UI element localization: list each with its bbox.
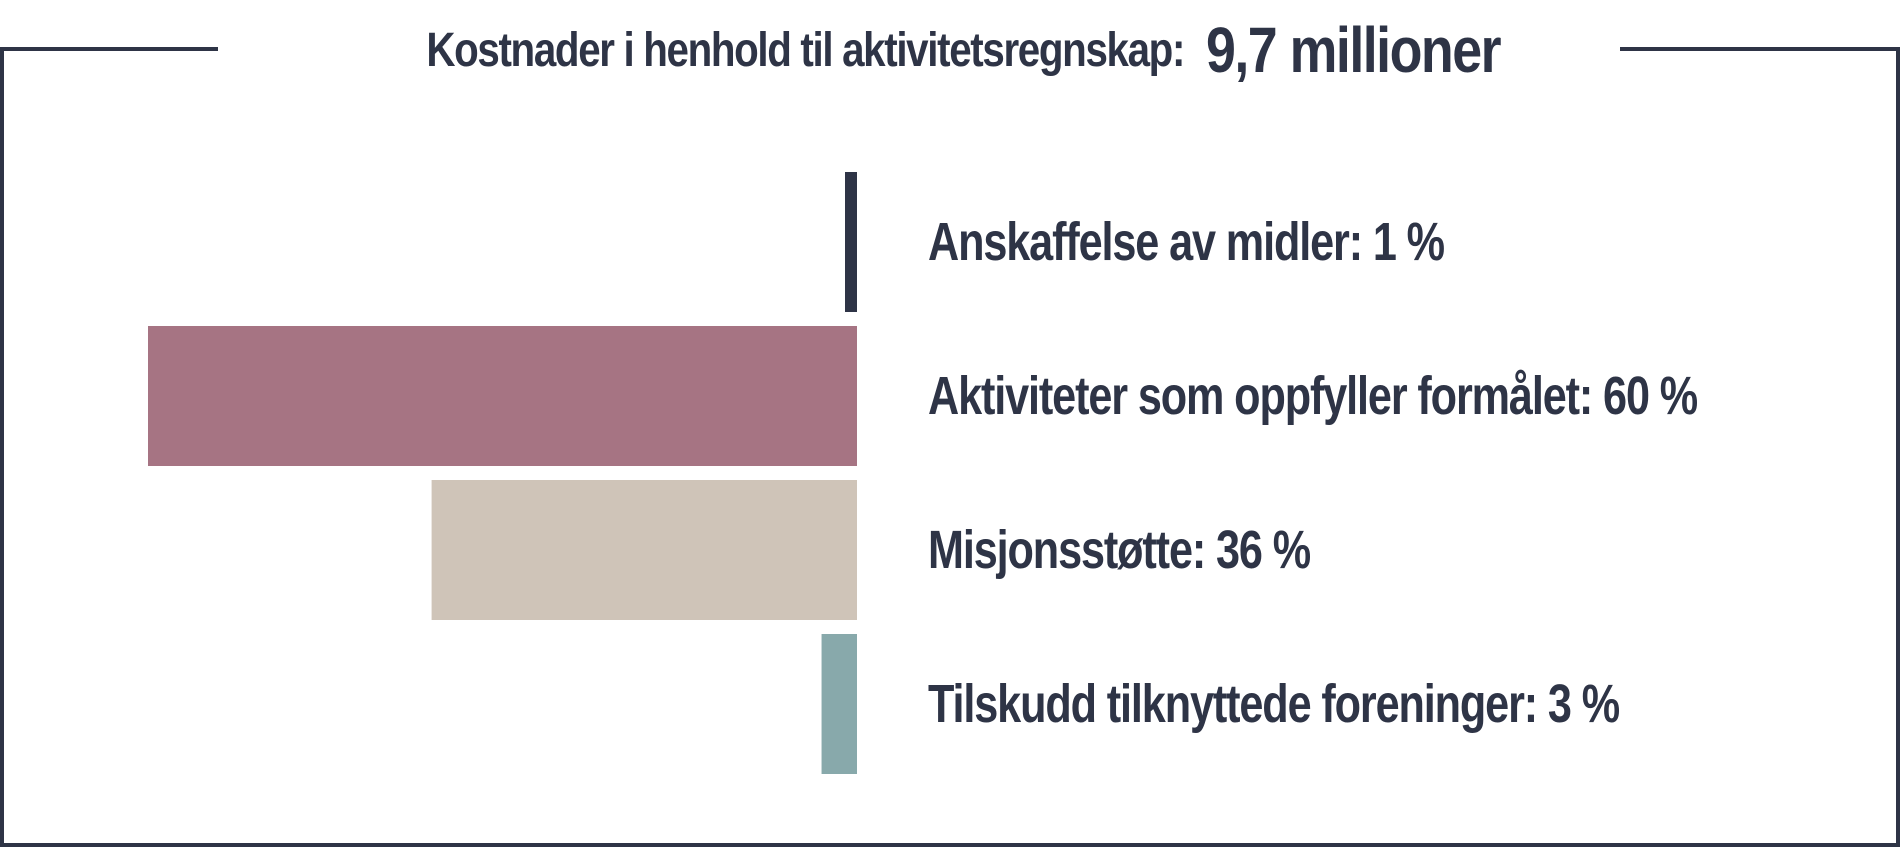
label-separator: : <box>1348 212 1373 272</box>
bar-value-label: 3 % <box>1547 674 1620 734</box>
bar-label-3: Misjonsstøtte: 36 % <box>928 520 1311 580</box>
bar-category-label: Tilskudd tilknyttede foreninger <box>928 674 1525 734</box>
bars-group <box>148 172 857 774</box>
bar-value-label: 36 % <box>1216 520 1311 580</box>
bar-label-4: Tilskudd tilknyttede foreninger: 3 % <box>928 674 1620 734</box>
bar-4 <box>821 634 857 774</box>
chart-title-text: Kostnader i henhold til aktivitetsregnsk… <box>426 23 1185 77</box>
bar-value-label: 1 % <box>1372 212 1445 272</box>
chart-title: Kostnader i henhold til aktivitetsregnsk… <box>218 0 1620 100</box>
label-separator: : <box>1578 366 1604 426</box>
bar-category-label: Anskaffelse av midler <box>928 212 1350 272</box>
bar-3 <box>431 480 857 620</box>
bar-label-2: Aktiviteter som oppfyller formålet: 60 % <box>928 366 1698 426</box>
bar-category-label: Misjonsstøtte <box>928 520 1193 580</box>
bar-2 <box>148 326 857 466</box>
frame-border <box>0 47 1900 847</box>
label-separator: : <box>1191 520 1217 580</box>
bar-category-label: Aktiviteter som oppfyller formålet <box>928 366 1580 426</box>
label-separator: : <box>1523 674 1548 734</box>
bar-value-label: 60 % <box>1603 366 1698 426</box>
bar-1 <box>845 172 857 312</box>
chart-total-value: 9,7 millioner <box>1205 14 1502 86</box>
bar-label-1: Anskaffelse av midler: 1 % <box>928 212 1445 272</box>
